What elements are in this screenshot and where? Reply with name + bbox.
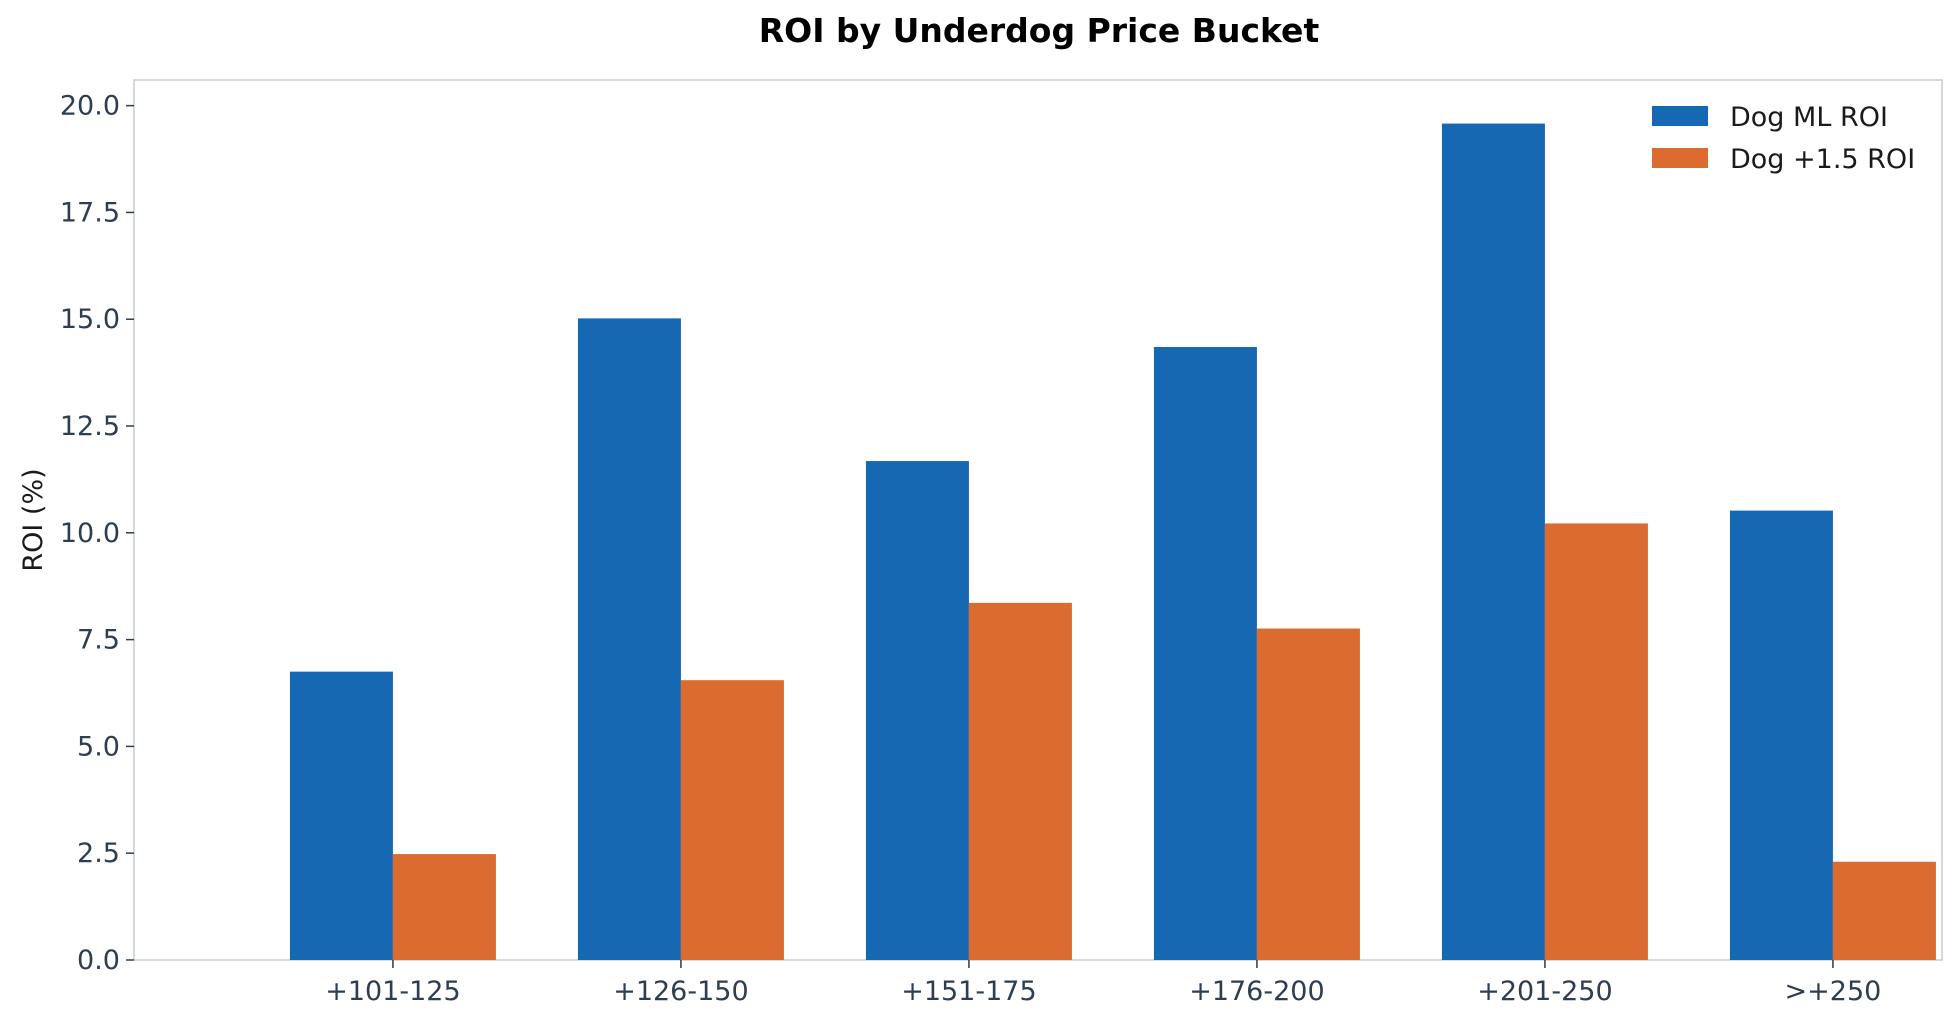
x-tick-label: +101-125	[325, 976, 460, 1007]
bar-dog-1-5-roi-4	[1544, 523, 1648, 960]
bar-dog-ml-roi-2	[865, 461, 969, 960]
x-tick-label: +201-250	[1477, 976, 1612, 1007]
bar-dog-ml-roi-5	[1729, 510, 1833, 960]
bar-dog-ml-roi-1	[577, 318, 681, 961]
y-tick-label: 0.0	[77, 945, 120, 976]
bar-dog-1-5-roi-1	[680, 680, 784, 960]
y-tick-label: 15.0	[60, 304, 120, 335]
legend-label-dog-ml-roi: Dog ML ROI	[1730, 102, 1888, 133]
y-tick-label: 5.0	[77, 731, 120, 762]
y-tick-label: 20.0	[60, 91, 120, 122]
y-tick-label: 10.0	[60, 518, 120, 549]
legend: Dog ML ROI Dog +1.5 ROI	[1652, 102, 1915, 175]
bar-dog-1-5-roi-5	[1832, 861, 1936, 960]
legend-swatch-dog-1-5-roi	[1652, 148, 1708, 168]
y-tick-label: 7.5	[77, 625, 120, 656]
x-axis: +101-125 +126-150 +151-175 +176-200 +201-250…	[325, 960, 1881, 1007]
x-tick-label: +151-175	[901, 976, 1036, 1007]
y-tick-label: 2.5	[77, 838, 120, 869]
y-tick-label: 12.5	[60, 411, 120, 442]
x-tick-label: +176-200	[1189, 976, 1324, 1007]
bar-dog-1-5-roi-2	[968, 602, 1072, 960]
bars	[289, 123, 1936, 961]
x-tick-label: +126-150	[613, 976, 748, 1007]
chart-title: ROI by Underdog Price Bucket	[759, 11, 1320, 50]
bar-dog-1-5-roi-0	[392, 854, 496, 960]
bar-dog-ml-roi-3	[1153, 346, 1257, 960]
legend-swatch-dog-ml-roi	[1652, 106, 1708, 126]
y-axis-label: ROI (%)	[18, 468, 49, 571]
legend-label-dog-1-5-roi: Dog +1.5 ROI	[1730, 144, 1915, 175]
bar-dog-ml-roi-0	[289, 671, 393, 960]
x-tick-label: >+250	[1785, 976, 1882, 1007]
y-tick-label: 17.5	[60, 197, 120, 228]
bar-dog-ml-roi-4	[1441, 123, 1545, 960]
bar-dog-1-5-roi-3	[1256, 628, 1360, 960]
y-axis: 0.0 2.5 5.0 7.5 10.0 12.5 15.0 17.5 20.0	[60, 91, 134, 976]
